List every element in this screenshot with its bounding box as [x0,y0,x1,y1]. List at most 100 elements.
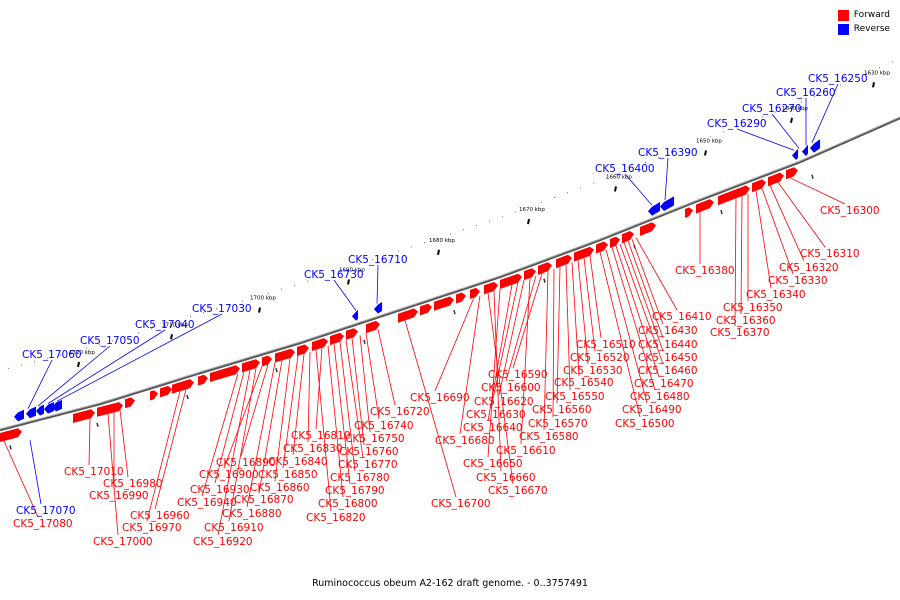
gene-label[interactable]: CK5_16260 [776,87,836,99]
gene-arrow[interactable] [352,309,358,321]
gene-arrow[interactable] [44,402,54,414]
gene-label[interactable]: CK5_16600 [481,382,541,394]
gene-label[interactable]: CK5_17060 [22,349,82,361]
gene-arrow[interactable] [374,301,382,314]
gene-label[interactable]: CK5_16500 [615,418,675,430]
gene-label[interactable]: CK5_16550 [545,391,605,403]
gene-label[interactable]: CK5_16620 [474,396,534,408]
gene-label[interactable]: CK5_17000 [93,536,153,548]
gene-label[interactable]: CK5_16450 [638,352,698,364]
gene-arrow[interactable] [312,338,328,351]
gene-label[interactable]: CK5_16610 [496,445,556,457]
gene-label[interactable]: CK5_16840 [268,456,328,468]
gene-label[interactable]: CK5_16480 [630,391,690,403]
gene-arrow[interactable] [538,262,552,275]
gene-arrow[interactable] [434,296,454,311]
gene-label[interactable]: CK5_16470 [634,378,694,390]
gene-arrow[interactable] [574,246,594,262]
gene-arrow[interactable] [275,348,295,363]
gene-label[interactable]: CK5_16940 [177,497,237,509]
gene-label[interactable]: CK5_16360 [716,315,776,327]
gene-label[interactable]: CK5_16650 [463,458,523,470]
gene-label[interactable]: CK5_16830 [283,443,343,455]
gene-arrow[interactable] [470,287,480,299]
gene-label[interactable]: CK5_16540 [554,377,614,389]
gene-label[interactable]: CK5_16350 [723,302,783,314]
gene-arrow[interactable] [160,385,172,398]
gene-arrow[interactable] [700,199,714,212]
gene-arrow[interactable] [330,332,344,346]
gene-label[interactable]: CK5_16670 [488,485,548,497]
gene-label[interactable]: CK5_16250 [808,73,868,85]
gene-arrow[interactable] [242,359,260,373]
gene-label[interactable]: CK5_16930 [190,484,250,496]
gene-label[interactable]: CK5_16330 [768,275,828,287]
gene-arrow[interactable] [125,397,135,409]
gene-label[interactable]: CK5_17050 [80,335,140,347]
gene-label[interactable]: CK5_16570 [528,418,588,430]
gene-label[interactable]: CK5_16290 [707,118,767,130]
gene-label[interactable]: CK5_16960 [130,510,190,522]
gene-label[interactable]: CK5_17040 [135,319,195,331]
gene-label[interactable]: CK5_16800 [318,498,378,510]
gene-label[interactable]: CK5_17010 [64,466,124,478]
gene-arrow[interactable] [456,292,466,304]
gene-arrow[interactable] [398,308,418,323]
gene-label[interactable]: CK5_16490 [622,404,682,416]
gene-label[interactable]: CK5_16780 [330,472,390,484]
gene-label[interactable]: CK5_16270 [742,103,802,115]
gene-label[interactable]: CK5_16390 [638,147,698,159]
gene-arrow[interactable] [802,144,808,157]
gene-label[interactable]: CK5_16920 [193,536,253,548]
gene-arrow[interactable] [718,185,750,206]
gene-label[interactable]: CK5_16690 [410,392,470,404]
gene-label[interactable]: CK5_16680 [435,435,495,447]
gene-label[interactable]: CK5_16810 [291,430,351,442]
gene-label[interactable]: CK5_16700 [431,498,491,510]
gene-arrow[interactable] [198,374,208,386]
gene-arrow[interactable] [524,268,536,281]
gene-arrow[interactable] [768,172,784,187]
gene-arrow[interactable] [97,402,123,417]
gene-arrow[interactable] [52,399,62,412]
gene-label[interactable]: CK5_16710 [348,254,408,266]
gene-label[interactable]: CK5_16400 [595,163,655,175]
gene-arrow[interactable] [792,148,798,160]
gene-arrow[interactable] [14,409,24,422]
gene-label[interactable]: CK5_16890 [216,457,276,469]
gene-label[interactable]: CK5_16300 [820,205,880,217]
gene-arrow[interactable] [610,236,620,248]
gene-arrow[interactable] [622,231,634,244]
gene-arrow[interactable] [640,222,656,236]
gene-arrow[interactable] [420,303,432,316]
gene-arrow[interactable] [346,328,358,340]
gene-label[interactable]: CK5_16430 [638,325,698,337]
gene-arrow[interactable] [262,355,272,367]
gene-label[interactable]: CK5_16720 [370,406,430,418]
gene-arrow[interactable] [210,365,240,382]
gene-arrow[interactable] [685,207,693,218]
gene-arrow[interactable] [786,167,798,180]
gene-label[interactable]: CK5_16370 [710,327,770,339]
gene-arrow[interactable] [150,390,158,401]
gene-label[interactable]: CK5_16900 [199,469,259,481]
gene-label[interactable]: CK5_16870 [234,494,294,506]
gene-arrow[interactable] [648,202,660,216]
gene-label[interactable]: CK5_16530 [563,365,623,377]
gene-arrow[interactable] [297,344,309,356]
gene-arrow[interactable] [660,196,674,211]
gene-label[interactable]: CK5_16510 [576,339,636,351]
gene-label[interactable]: CK5_16380 [675,265,735,277]
gene-label[interactable]: CK5_16440 [638,339,698,351]
gene-label[interactable]: CK5_16630 [466,409,526,421]
gene-label[interactable]: CK5_16750 [345,433,405,445]
gene-arrow[interactable] [484,282,498,295]
gene-label[interactable]: CK5_16560 [532,404,592,416]
gene-label[interactable]: CK5_17080 [13,518,73,530]
gene-arrow[interactable] [0,428,22,442]
gene-label[interactable]: CK5_16820 [306,512,366,524]
gene-arrow[interactable] [172,379,194,394]
gene-label[interactable]: CK5_17030 [192,303,252,315]
gene-label[interactable]: CK5_16880 [222,508,282,520]
gene-label[interactable]: CK5_16740 [354,420,414,432]
